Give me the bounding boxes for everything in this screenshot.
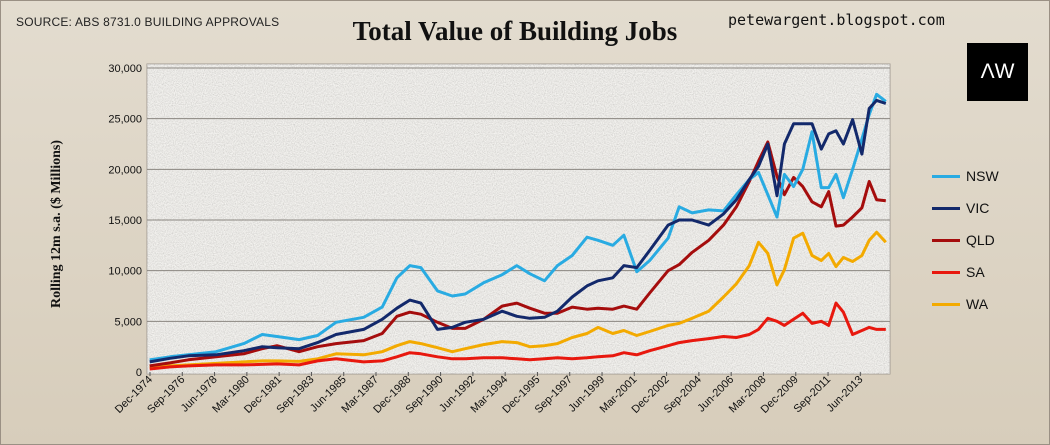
series-line-qld [149,140,886,368]
legend-swatch [932,238,960,242]
legend-swatch [932,174,960,178]
source-note: SOURCE: ABS 8731.0 BUILDING APPROVALS [16,15,280,29]
chart-title: Total Value of Building Jobs [352,16,678,46]
series-line-nsw [149,92,887,362]
y-tick-label: 10,000 [108,266,142,278]
y-tick-label: 20,000 [108,164,142,176]
y-tick-label: 25,000 [108,114,142,126]
series-line-wa [149,230,887,369]
y-tick-label: 0 [136,367,142,379]
legend-item-qld: QLD [932,230,995,250]
legend-label: VIC [966,200,990,216]
y-tick-label: 30,000 [108,63,142,75]
legend-swatch [932,206,960,210]
legend-label: SA [966,264,985,280]
legend-item-wa: WA [932,294,988,314]
blog-url: petewargent.blogspot.com [728,11,945,29]
y-tick-label: 5,000 [114,316,142,328]
series-line-vic [149,98,887,364]
legend-label: NSW [966,168,999,184]
legend-item-sa: SA [932,262,985,282]
plot-texture [147,64,890,374]
legend-item-vic: VIC [932,198,989,218]
aw-logo: ΛW [967,43,1028,101]
legend-item-nsw: NSW [932,166,999,186]
y-tick-label: 15,000 [108,215,142,227]
legend-swatch [932,270,960,274]
legend-swatch [932,302,960,306]
legend-label: QLD [966,232,995,248]
legend-label: WA [966,296,989,312]
series-line-sa [149,301,886,371]
